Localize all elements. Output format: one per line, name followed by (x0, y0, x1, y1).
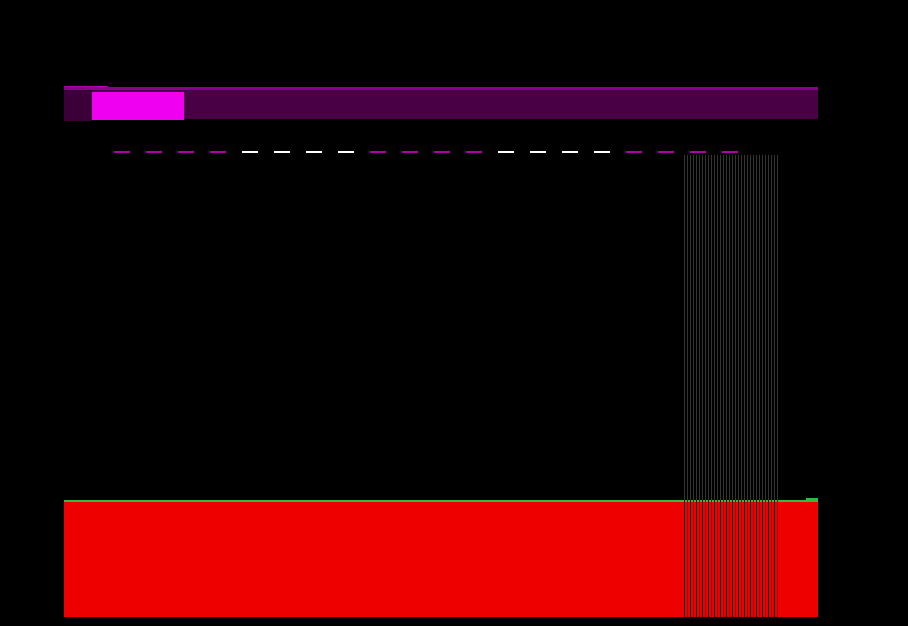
lane-dash (178, 151, 194, 153)
lane-dash (722, 151, 738, 153)
dashed-lane-divider (114, 151, 754, 153)
lane-dash (338, 151, 354, 153)
lane-dash (274, 151, 290, 153)
ground-edge-line (64, 500, 818, 502)
lane-dash (626, 151, 642, 153)
progress-bar-fill (92, 92, 184, 120)
lane-dash (466, 151, 482, 153)
top-bar-outline (64, 87, 818, 90)
progress-bar-track (64, 90, 818, 119)
lane-dash (690, 151, 706, 153)
lane-dash (114, 151, 130, 153)
lane-dash (562, 151, 578, 153)
lane-dash (594, 151, 610, 153)
lane-dash (146, 151, 162, 153)
lane-dash (658, 151, 674, 153)
lane-dash (530, 151, 546, 153)
lane-dash (306, 151, 322, 153)
ground-edge-step (806, 498, 818, 500)
lane-dash (370, 151, 386, 153)
progress-bar-left-cap (64, 90, 92, 121)
hatched-zone-ground-overlay (684, 500, 778, 617)
lane-dash (242, 151, 258, 153)
lane-dash (210, 151, 226, 153)
lane-dash (498, 151, 514, 153)
lane-dash (434, 151, 450, 153)
lane-dash (402, 151, 418, 153)
